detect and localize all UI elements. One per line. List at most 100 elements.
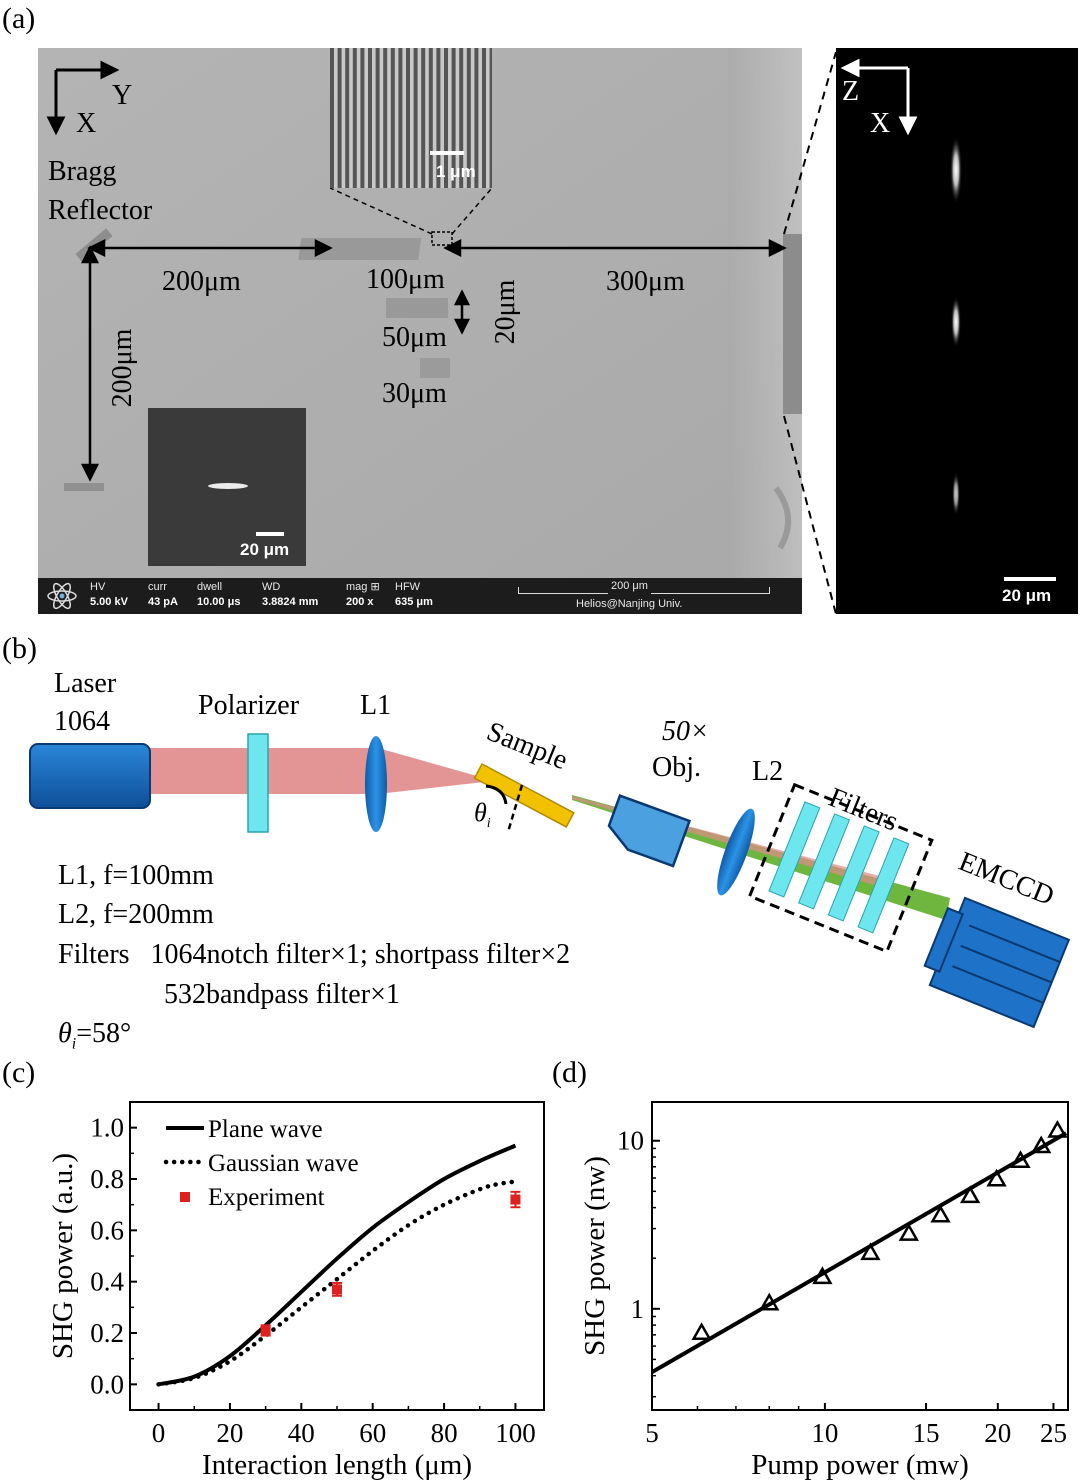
crystal-50um — [386, 298, 448, 318]
optical-setup-diagram — [29, 733, 1071, 1029]
dim-30: 30μm — [382, 378, 447, 409]
inset-scale-label: 20 μm — [240, 540, 290, 559]
chart-c-ytick-label: 0.0 — [90, 1369, 124, 1399]
shg-spot-1 — [950, 136, 962, 204]
atom-icon — [47, 582, 77, 610]
data-point-triangle — [759, 1292, 780, 1311]
spec-filters-2: 532bandpass filter×1 — [164, 979, 400, 1010]
chart-d-xtick-label: 5 — [645, 1418, 659, 1448]
axis-label-z-right: Z — [842, 76, 860, 107]
data-point-triangle — [986, 1168, 1007, 1187]
sample-edge — [783, 234, 802, 414]
axis-label-x-right: X — [870, 108, 891, 139]
sem-curr-key: curr — [148, 581, 167, 593]
data-point-triangle — [860, 1242, 881, 1261]
panel-label-b: (b) — [2, 632, 37, 665]
experiment-point — [510, 1194, 521, 1205]
crystal-100um — [298, 238, 422, 260]
chart-c-ytick-label: 0.2 — [90, 1318, 124, 1348]
sem-mag-value: 200 x — [346, 596, 374, 608]
spec-filters-1: Filters 1064notch filter×1; shortpass fi… — [58, 939, 571, 970]
chart-d-xtick-label: 20 — [984, 1418, 1011, 1448]
chart-d-ytick-label: 1 — [631, 1294, 645, 1324]
data-point-triangle — [1010, 1150, 1031, 1169]
sem-dwell-key: dwell — [197, 581, 223, 593]
chart-c-ytick-label: 0.8 — [90, 1164, 124, 1194]
series-plane-wave-line — [158, 1143, 517, 1387]
laser-label-line2: 1064 — [54, 706, 110, 737]
sem-info-bar: HV 5.00 kV curr 43 pA dwell 10.00 μs WD 3.88… — [38, 578, 802, 614]
emccd-camera — [923, 896, 1071, 1029]
dim-300: 300μm — [606, 266, 685, 297]
polarizer-label: Polarizer — [198, 690, 300, 721]
data-point-triangle — [1047, 1120, 1068, 1138]
spec-theta-value: =58° — [76, 1018, 132, 1049]
l1-label: L1 — [360, 690, 392, 721]
bragg-label-line1: Bragg — [48, 156, 117, 187]
sem-hv-value: 5.00 kV — [90, 596, 128, 608]
axis-label-y-left: Y — [112, 80, 133, 111]
objective-lens — [607, 794, 692, 868]
sem-hv-key: HV — [90, 581, 106, 593]
fit-line — [651, 1131, 1068, 1374]
chart-c-xtick-label: 40 — [288, 1418, 315, 1448]
sem-scale-label: 200 μm — [608, 579, 651, 594]
sample-plate — [473, 762, 575, 828]
ir-beam — [148, 748, 484, 794]
sem-hfw-key: HFW — [395, 581, 421, 593]
spec-theta-subscript: i — [71, 1035, 77, 1053]
panel-label-d: (d) — [552, 1056, 587, 1089]
shg-spot-2 — [951, 296, 961, 348]
chart-c-ytick-label: 0.4 — [90, 1267, 124, 1297]
sem-image — [38, 48, 802, 578]
chart-c-xtick-label: 80 — [431, 1418, 458, 1448]
data-point-triangle — [691, 1322, 712, 1341]
bragg-reflector-bottom — [64, 483, 104, 491]
dim-200-horizontal: 200μm — [162, 266, 241, 297]
chart-d-xtick-label: 15 — [913, 1418, 940, 1448]
shg-spot-3 — [952, 472, 960, 516]
crystal-30um — [420, 358, 450, 378]
sem-dwell-value: 10.00 μs — [197, 596, 241, 608]
chart-c: 0 20 40 60 80 100 0.0 0.2 0.4 0.6 0.8 1.0 Interactio… — [47, 1101, 545, 1481]
data-point-triangle — [812, 1266, 833, 1285]
shg-microscope-image — [836, 48, 1078, 614]
chart-c-ytick-label: 1.0 — [90, 1113, 124, 1143]
data-point-triangle — [959, 1185, 981, 1204]
chart-d-frame — [651, 1101, 1069, 1411]
polarizer-plate — [247, 733, 269, 833]
sem-mag-key: mag ⊞ — [346, 581, 380, 593]
theta-label: θi — [474, 798, 491, 832]
spec-theta: θi=58° — [58, 1018, 131, 1054]
right-scale-label: 20 μm — [1002, 586, 1052, 605]
chart-c-xtick-label: 20 — [216, 1418, 243, 1448]
chart-c-xlabel: Interaction length (μm) — [202, 1449, 472, 1481]
panel-label-a: (a) — [2, 2, 36, 35]
sem-institution: Helios@Nanjing Univ. — [576, 598, 683, 610]
experiment-point — [260, 1325, 271, 1336]
grating-inset — [330, 48, 492, 188]
experiment-point — [332, 1284, 342, 1295]
bragg-label-line2: Reflector — [48, 195, 153, 226]
spec-l2: L2, f=200mm — [58, 899, 214, 930]
panel-label-c: (c) — [2, 1056, 36, 1089]
theta-subscript: i — [486, 816, 491, 832]
legend-plane-wave-label: Plane wave — [208, 1116, 323, 1143]
chart-d-ytick-label: 10 — [617, 1126, 644, 1156]
dim-20: 20μm — [490, 279, 521, 345]
legend-experiment-label: Experiment — [208, 1184, 325, 1211]
far-field-inset — [148, 408, 306, 566]
laser-label-line1: Laser — [54, 668, 117, 699]
data-point-triangle — [898, 1223, 919, 1241]
zoom-connector-lines — [783, 51, 837, 615]
spec-theta-symbol: θ — [58, 1018, 72, 1049]
grating-scale-label: 1 μm — [436, 162, 476, 181]
spec-l1: L1, f=100mm — [58, 860, 214, 891]
lens-l1 — [365, 736, 387, 832]
data-point-triangle — [1031, 1135, 1052, 1154]
axis-label-x-left: X — [76, 108, 97, 139]
dim-200-vertical: 200μm — [107, 328, 138, 408]
data-point-triangle — [930, 1204, 951, 1223]
sem-curr-value: 43 pA — [148, 596, 178, 608]
